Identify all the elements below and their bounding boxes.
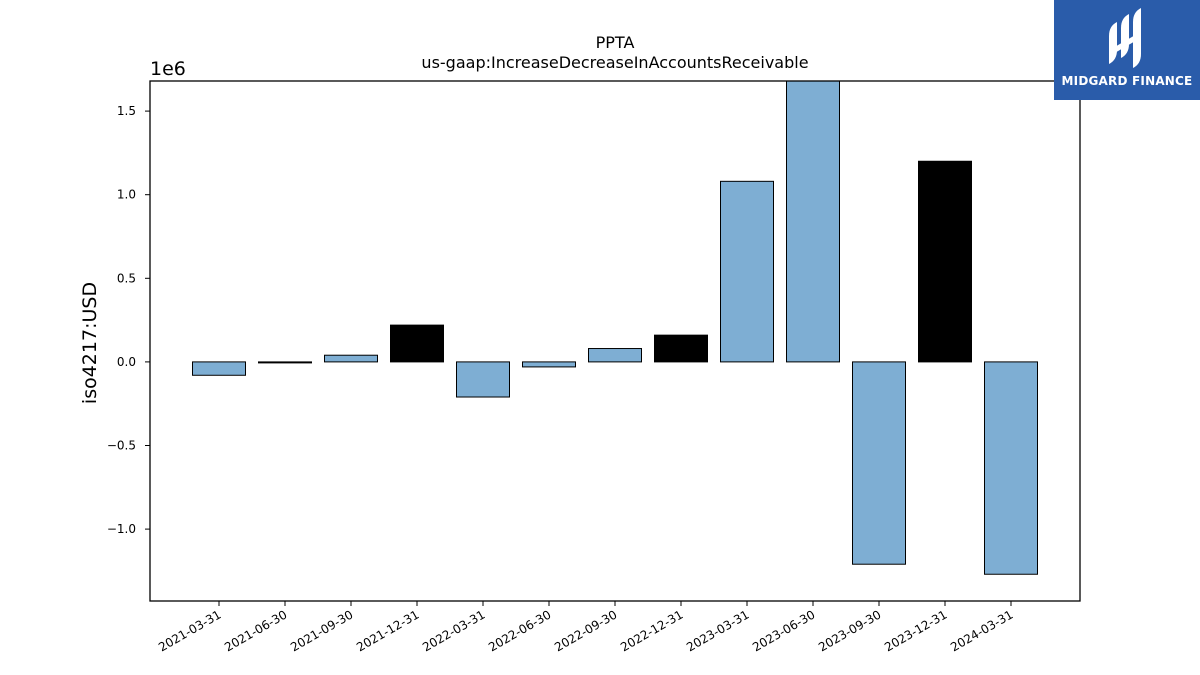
bar-2022-12-31 bbox=[654, 334, 708, 363]
x-tick-label: 2024-03-31 bbox=[948, 607, 1015, 654]
bar-2022-03-31 bbox=[456, 361, 510, 398]
chart-title: PPTA bbox=[596, 33, 635, 52]
x-tick-label: 2023-06-30 bbox=[750, 607, 817, 654]
bar-2022-09-30 bbox=[588, 348, 642, 363]
y-tick-label: 1.0 bbox=[117, 188, 136, 202]
x-tick-label: 2022-12-31 bbox=[618, 607, 685, 654]
bar-2022-06-30 bbox=[522, 361, 576, 368]
bar-2021-12-31 bbox=[390, 324, 444, 363]
axis-offset-label: 1e6 bbox=[150, 58, 186, 80]
y-tick-label: 1.5 bbox=[117, 104, 136, 118]
midgard-finance-logo: MIDGARD FINANCE bbox=[1054, 0, 1200, 100]
y-axis-label: iso4217:USD bbox=[79, 282, 101, 404]
plot-frame bbox=[149, 80, 1081, 602]
x-tick-label: 2023-12-31 bbox=[882, 607, 949, 654]
x-tick-label: 2022-09-30 bbox=[552, 607, 619, 654]
bar-2023-12-31 bbox=[918, 160, 972, 363]
bar-2023-06-30 bbox=[786, 80, 840, 363]
x-tick-label: 2022-06-30 bbox=[486, 607, 553, 654]
midgard-logo-icon bbox=[1109, 8, 1141, 68]
bar-2021-03-31 bbox=[192, 361, 246, 376]
y-tick-label: 0.0 bbox=[117, 355, 136, 369]
x-tick-label: 2021-06-30 bbox=[222, 607, 289, 654]
bars-group bbox=[192, 80, 1038, 575]
x-tick-label: 2023-03-31 bbox=[684, 607, 751, 654]
bar-2023-03-31 bbox=[720, 180, 774, 363]
bar-2023-09-30 bbox=[852, 361, 906, 565]
bar-2024-03-31 bbox=[984, 361, 1038, 575]
x-tick-label: 2023-09-30 bbox=[816, 607, 883, 654]
y-tick-label: −0.5 bbox=[107, 439, 136, 453]
y-tick-label: −1.0 bbox=[107, 522, 136, 536]
bar-2021-06-30 bbox=[258, 361, 312, 364]
bar-2021-09-30 bbox=[324, 354, 378, 363]
logo-text: MIDGARD FINANCE bbox=[1061, 74, 1193, 88]
y-tick-label: 0.5 bbox=[117, 271, 136, 285]
x-tick-label: 2021-03-31 bbox=[156, 607, 223, 654]
y-axis: −1.0 −0.5 0.0 0.5 1.0 1.5 bbox=[107, 104, 150, 536]
x-tick-label: 2022-03-31 bbox=[420, 607, 487, 654]
x-tick-label: 2021-09-30 bbox=[288, 607, 355, 654]
chart-subtitle: us-gaap:IncreaseDecreaseInAccountsReceiv… bbox=[421, 53, 808, 72]
x-axis: 2021-03-312021-06-302021-09-302021-12-31… bbox=[156, 601, 1016, 654]
x-tick-label: 2021-12-31 bbox=[354, 607, 421, 654]
